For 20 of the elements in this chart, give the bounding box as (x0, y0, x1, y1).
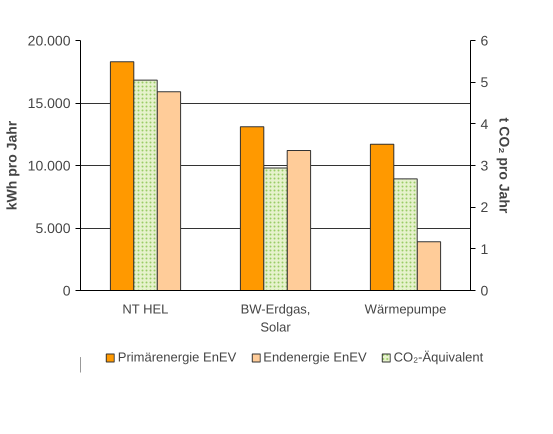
x-tick-label: Wärmepumpe (364, 302, 446, 316)
y2-tick-label: 5 (480, 74, 488, 90)
y2-tick-label: 6 (480, 32, 488, 48)
y2-tick-label: 4 (480, 116, 488, 132)
y-tick-label: 5.000 (35, 220, 71, 236)
y2-tick-label: 1 (480, 240, 488, 257)
y2-tick-label: 3 (480, 158, 488, 174)
y-tick-label: 15.000 (28, 95, 71, 111)
y-tick-label: 0 (62, 282, 71, 298)
y2-axis-title: t CO₂ pro Jahr (496, 118, 512, 214)
y2-tick-label: 2 (480, 199, 488, 216)
y-tick-label: 10.000 (28, 158, 71, 174)
legend-label: Primärenergie EnEV (118, 350, 236, 364)
legend-label: Endenergie EnEV (263, 350, 367, 364)
y-axis-title: kWh pro Jahr (4, 120, 20, 210)
y2-tick-label: 0 (480, 282, 488, 298)
x-tick-label: BW-Erdgas, Solar (240, 302, 310, 334)
y-tick-label: 20.000 (28, 32, 71, 48)
x-tick-label: NT HEL (122, 302, 168, 316)
legend-label: CO₂-Äquivalent (394, 350, 484, 364)
